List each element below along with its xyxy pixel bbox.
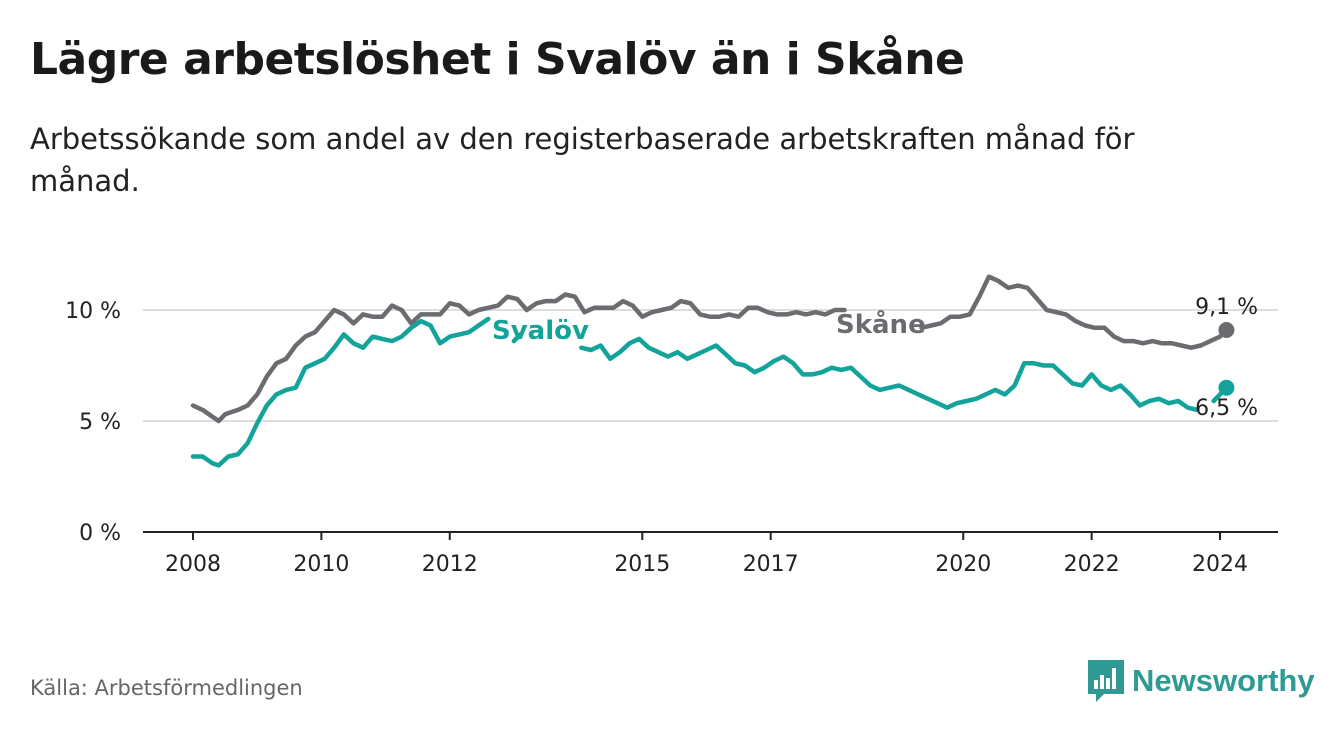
- newsworthy-brand: Newsworthy: [1132, 663, 1315, 698]
- y-tick-label: 0 %: [79, 521, 121, 546]
- x-tick-label: 2008: [165, 552, 221, 577]
- newsworthy-logo[interactable]: Newsworthy: [1088, 660, 1315, 702]
- x-tick-label: 2022: [1064, 552, 1120, 577]
- end-label-skane: 9,1 %: [1195, 295, 1258, 320]
- chart-title: Lägre arbetslöshet i Svalöv än i Skåne: [30, 34, 965, 85]
- x-tick-label: 2024: [1192, 552, 1248, 577]
- x-axis-ticks: 2008 2010 2012 2015 2017 2020 2022 2024: [165, 532, 1248, 577]
- end-label-svalov: 6,5 %: [1195, 396, 1258, 421]
- x-tick-label: 2015: [614, 552, 670, 577]
- end-point-skane: [1218, 321, 1235, 338]
- x-tick-label: 2010: [293, 552, 349, 577]
- gridlines: [143, 309, 1278, 533]
- y-tick-label: 5 %: [79, 410, 121, 435]
- x-tick-label: 2020: [935, 552, 991, 577]
- series-label-skane: Skåne: [836, 308, 926, 340]
- series-line-skane: [190, 274, 1229, 424]
- chart-subtitle: Arbetssökande som andel av den registerb…: [30, 122, 1135, 198]
- y-tick-label: 10 %: [65, 299, 121, 324]
- newsworthy-icon: [1088, 660, 1124, 702]
- source-credit: Källa: Arbetsförmedlingen: [30, 676, 303, 700]
- series-lines: [190, 274, 1235, 468]
- end-point-svalov: [1218, 379, 1235, 396]
- x-tick-label: 2012: [422, 552, 478, 577]
- x-tick-label: 2017: [743, 552, 799, 577]
- series-label-svalov: Svalöv: [492, 316, 589, 346]
- y-axis-ticks: 0 % 5 % 10 %: [65, 299, 121, 546]
- series-labels: Skåne Svalöv 9,1 % 6,5 %: [492, 295, 1258, 421]
- series-line-svalov: [190, 316, 1229, 468]
